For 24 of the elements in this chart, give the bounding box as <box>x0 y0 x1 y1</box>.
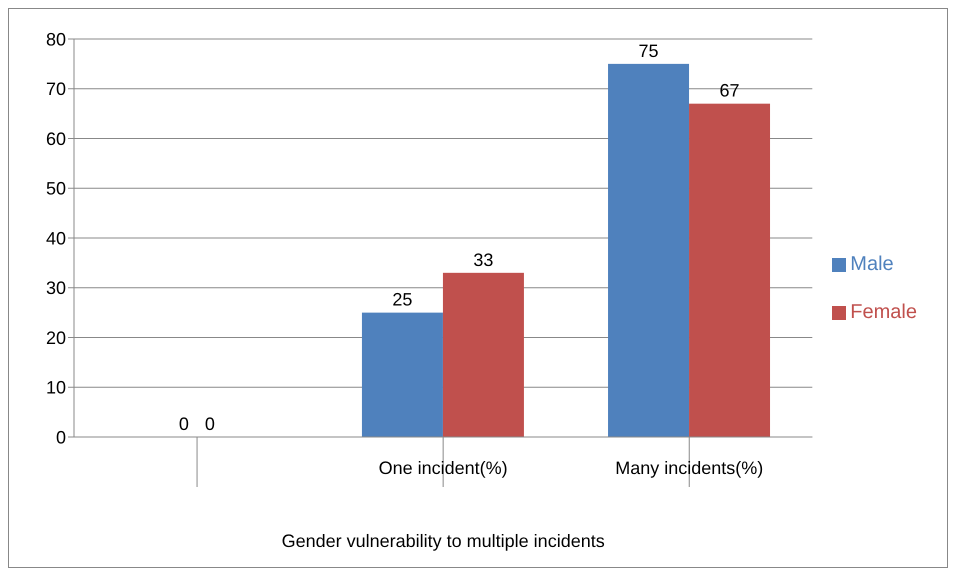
x-tick-label: Many incidents(%) <box>615 458 764 478</box>
y-tick-label: 20 <box>46 328 66 348</box>
y-tick-label: 30 <box>46 278 66 298</box>
y-tick-label: 40 <box>46 228 66 248</box>
y-tick-label: 0 <box>56 427 66 448</box>
data-label: 75 <box>638 40 659 61</box>
y-tick-label: 60 <box>46 128 66 149</box>
y-tick-label: 10 <box>46 378 66 398</box>
legend-label: Female <box>850 301 917 323</box>
data-label: 0 <box>178 414 189 434</box>
y-tick-label: 80 <box>46 29 66 50</box>
x-tick-label: One incident(%) <box>378 458 508 478</box>
y-tick-label: 50 <box>46 178 66 199</box>
bar <box>608 64 690 437</box>
data-label: 33 <box>473 250 494 270</box>
bar <box>442 272 524 437</box>
bar <box>689 104 770 437</box>
bar <box>362 312 443 437</box>
y-tick-label: 70 <box>46 79 66 100</box>
data-label: 67 <box>720 80 740 101</box>
legend-label: Male <box>850 253 894 275</box>
data-label: 0 <box>204 414 215 434</box>
x-axis-title: Gender vulnerability to multiple incidents <box>282 531 605 551</box>
data-label: 25 <box>392 290 412 310</box>
